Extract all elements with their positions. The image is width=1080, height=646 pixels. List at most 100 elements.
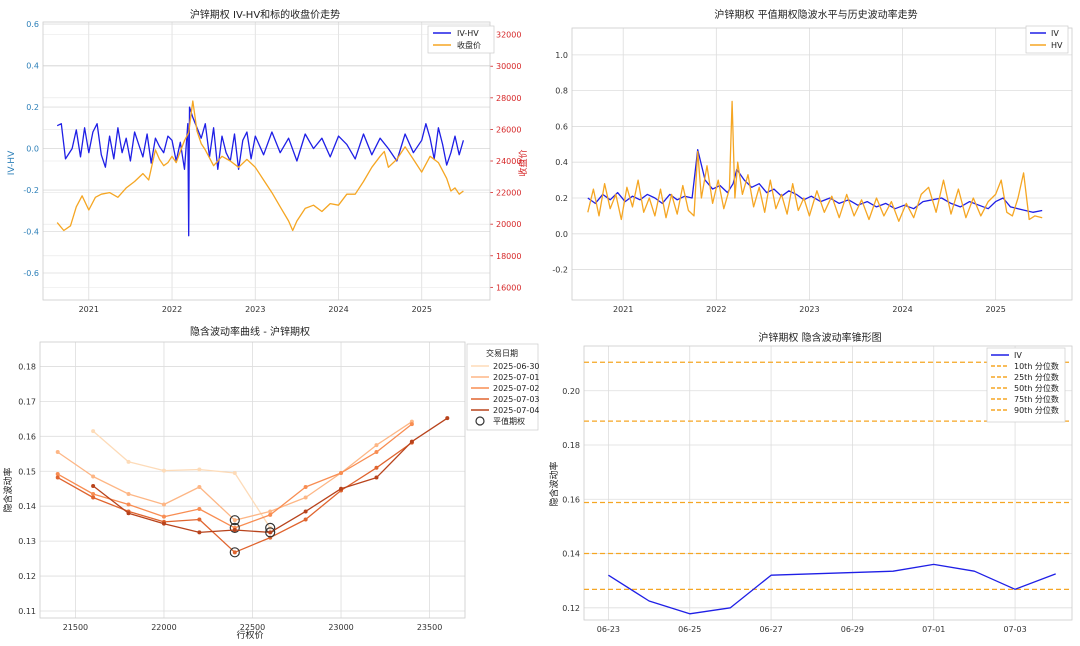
y-axis-label: IV-HV (7, 150, 17, 175)
y-tick-label: -0.6 (23, 269, 39, 278)
atm-marker (229, 522, 240, 533)
x-tick-label: 06-25 (678, 625, 701, 634)
data-point (268, 530, 273, 535)
y2-axis-label: 收盘价 (517, 149, 529, 176)
y-tick-label: -0.4 (23, 228, 39, 237)
y-tick-label: 0.18 (18, 362, 36, 371)
legend-label-iv: IV (1014, 351, 1022, 360)
legend: 交易日期 2025-06-30 2025-07-01 2025-07-02 20… (466, 343, 540, 431)
data-point (232, 550, 237, 555)
y-tick-label: 0.12 (18, 572, 36, 581)
y-tick-label: 0.0 (555, 230, 568, 239)
data-point (303, 495, 308, 500)
y2-tick-label: 18000 (496, 252, 521, 261)
y2-tick-label: 16000 (496, 283, 521, 292)
legend-label-close: 收盘价 (457, 40, 481, 50)
data-point (91, 429, 96, 434)
legend-label-p90: 90th 分位数 (1014, 405, 1059, 415)
legend-label-p25: 25th 分位数 (1014, 372, 1059, 382)
x-tick-label: 2022 (162, 305, 182, 314)
chart-title: 沪锌期权 隐含波动率锥形图 (758, 331, 881, 344)
data-point (409, 422, 414, 427)
series-line (56, 106, 465, 237)
y-tick-label: 0.6 (26, 20, 39, 29)
chart-iv-hv-trend: 沪锌期权 平值期权隐波水平与历史波动率走势 2021 2022 2023 2024 20… (552, 8, 1073, 314)
y-tick-label: 0.13 (18, 537, 36, 546)
x-tick-label: 21500 (63, 623, 88, 632)
y-tick-label: 0.8 (555, 87, 568, 96)
y2-tick-label: 28000 (496, 94, 521, 103)
y-tick-label: 0.20 (562, 387, 580, 396)
series-line (608, 563, 1056, 615)
y-tick-label: 0.11 (18, 607, 36, 616)
data-point (374, 475, 379, 480)
y-tick-label: 0.15 (18, 467, 36, 476)
y-axis-label: 隐含波动率 (548, 461, 560, 506)
x-tick-label: 2024 (892, 305, 912, 314)
x-tick-label: 2025 (985, 305, 1005, 314)
legend-label-0702: 2025-07-02 (493, 384, 540, 393)
data-point (197, 506, 202, 511)
data-point (126, 491, 131, 496)
x-tick-label: 2024 (328, 305, 348, 314)
x-tick-label: 23000 (328, 623, 353, 632)
chart-title: 沪锌期权 IV-HV和标的收盘价走势 (190, 8, 340, 21)
data-point (303, 517, 308, 522)
y2-tick-label: 30000 (496, 62, 521, 71)
legend: IV-HV 收盘价 (427, 25, 495, 54)
plot-area: 2021 2022 2023 2024 2025 -0.6 -0.4 -0.2 0.0 0.2 0.… (23, 20, 521, 314)
data-point (161, 521, 166, 526)
x-tick-label: 06-23 (597, 625, 620, 634)
legend-title: 交易日期 (486, 348, 518, 358)
y-tick-label: 0.16 (562, 495, 580, 504)
legend-label-p75: 75th 分位数 (1014, 394, 1059, 404)
chart-ivhv-close: 沪锌期权 IV-HV和标的收盘价走势 IV-HV 收盘价 2021 2022 202… (7, 8, 529, 314)
plot-area: 2021 2022 2023 2024 2025 -0.2 0.0 0.2 0.4 0.6 0.8 1… (552, 27, 1073, 314)
chart-iv-smile: 隐含波动率曲线 - 沪锌期权 行权价 隐含波动率 21500 22000 22500… (2, 325, 540, 641)
legend-marker-atm (475, 416, 485, 426)
y-tick-label: 1.0 (555, 51, 568, 60)
data-point (55, 450, 60, 455)
data-point (303, 484, 308, 489)
y-tick-label: 0.18 (562, 441, 580, 450)
x-tick-label: 07-01 (922, 625, 945, 634)
x-tick-label: 2025 (412, 305, 432, 314)
y2-tick-label: 20000 (496, 220, 521, 229)
y-tick-label: 0.0 (26, 145, 39, 154)
y-tick-label: 0.17 (18, 397, 36, 406)
legend: IV 10th 分位数 25th 分位数 50th 分位数 75th 分位数 9… (986, 347, 1066, 423)
data-point (126, 502, 131, 507)
data-point (445, 416, 450, 421)
data-point (303, 509, 308, 514)
legend-label-0701: 2025-07-01 (493, 373, 540, 382)
data-point (91, 483, 96, 488)
data-point (232, 518, 237, 523)
chart-title: 沪锌期权 平值期权隐波水平与历史波动率走势 (714, 8, 917, 21)
data-point (161, 468, 166, 473)
data-point (91, 474, 96, 479)
series-line (587, 100, 1043, 222)
x-tick-label: 22000 (151, 623, 176, 632)
atm-marker (229, 547, 240, 558)
data-point (55, 475, 60, 480)
series-line (56, 100, 464, 232)
chart-iv-cone: 沪锌期权 隐含波动率锥形图 隐含波动率 06-23 06-25 06-27 06-29… (548, 331, 1073, 634)
y-tick-label: 0.2 (555, 194, 568, 203)
data-point (55, 472, 60, 477)
legend-box (466, 343, 539, 431)
y2-tick-label: 26000 (496, 125, 521, 134)
x-tick-label: 23500 (417, 623, 442, 632)
x-tick-label: 2022 (706, 305, 726, 314)
x-tick-label: 06-29 (841, 625, 864, 634)
legend-label-p50: 50th 分位数 (1014, 383, 1059, 393)
plot-frame (39, 341, 466, 619)
x-tick-label: 2021 (79, 305, 99, 314)
y-tick-label: 0.4 (555, 158, 568, 167)
data-point (161, 514, 166, 519)
y-tick-label: 0.2 (26, 103, 39, 112)
legend-label-hv: HV (1051, 41, 1063, 50)
data-point (197, 484, 202, 489)
data-point (374, 450, 379, 455)
y-tick-label: -0.2 (552, 266, 568, 275)
